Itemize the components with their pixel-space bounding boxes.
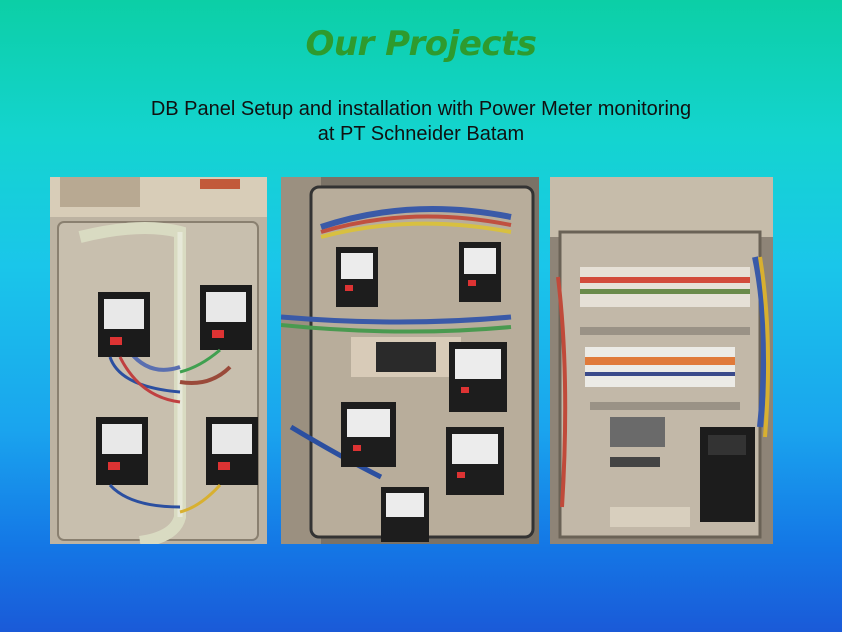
photo-panel-six-meters [281,177,539,544]
subtitle-line-2: at PT Schneider Batam [317,123,525,145]
subtitle-line-1: DB Panel Setup and installation with Pow… [150,98,692,120]
slide-subtitle: DB Panel Setup and installation with Pow… [0,97,842,147]
photo-panel-four-meters [50,177,267,544]
slide-title: Our Projects [305,24,537,64]
photo-panel-terminal-blocks [550,177,773,544]
